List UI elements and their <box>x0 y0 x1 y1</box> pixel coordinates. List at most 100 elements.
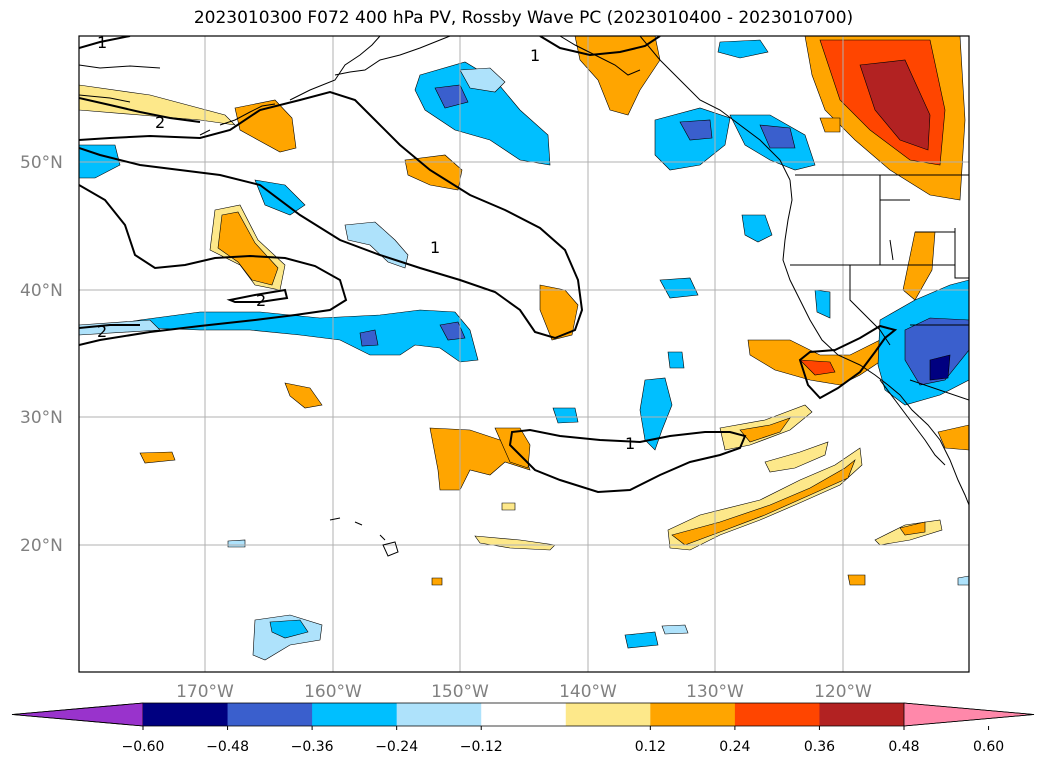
lon-label: 140°W <box>559 682 617 702</box>
lat-label: 20°N <box>20 536 63 556</box>
contour-line <box>508 428 747 494</box>
anomaly-region <box>759 124 796 149</box>
colorbar-extend-low <box>11 702 144 727</box>
anomaly-region <box>661 624 689 635</box>
colorbar: −0.60 −0.48 −0.36 −0.24 −0.12 0.12 0.24 0.36 0.4… <box>11 702 1035 755</box>
anomaly-region <box>859 59 931 151</box>
contour-label: 2 <box>256 291 266 310</box>
anomaly-region <box>739 417 791 443</box>
colorbar-segment <box>734 703 820 726</box>
anomaly-region <box>741 214 773 243</box>
baja-california <box>879 379 946 466</box>
contour-label: 1 <box>430 238 440 257</box>
positive-anomaly-regions <box>79 36 969 586</box>
anomaly-region <box>899 521 926 536</box>
lon-label: 160°W <box>304 682 362 702</box>
anomaly-region <box>764 441 829 473</box>
colorbar-label: 0.36 <box>804 739 835 755</box>
aleutian-islands <box>199 103 276 136</box>
colorbar-label: −0.48 <box>206 739 249 755</box>
anomaly-region <box>847 574 866 586</box>
anomaly-region <box>284 382 323 409</box>
lat-label: 30°N <box>20 408 63 428</box>
kuril-coast <box>79 64 161 103</box>
colorbar-segment <box>227 703 313 726</box>
anomaly-region <box>431 577 443 586</box>
lat-label: 40°N <box>20 281 63 301</box>
colorbar-label: −0.36 <box>291 739 334 755</box>
colorbar-label: 0.24 <box>719 739 750 755</box>
contour-labels: 1 1 1 1 2 2 2 <box>97 33 635 453</box>
anomaly-region <box>474 535 556 551</box>
anomaly-region <box>799 359 836 376</box>
contour-line <box>79 184 348 346</box>
colorbar-segment <box>565 703 651 726</box>
anomaly-region <box>344 221 409 269</box>
contour-line <box>79 36 131 49</box>
colorbar-segment <box>312 703 398 726</box>
contour-label: 1 <box>97 33 107 52</box>
anomaly-region <box>254 179 306 216</box>
lat-axis: 50°N 40°N 30°N 20°N <box>20 153 63 556</box>
map-frame <box>78 35 970 673</box>
contour-label: 2 <box>97 322 107 341</box>
colorbar-label: −0.60 <box>122 739 165 755</box>
map-title: 2023010300 F072 400 hPa PV, Rossby Wave … <box>193 8 854 28</box>
contour-line <box>79 324 140 329</box>
anomaly-region <box>659 277 699 299</box>
colorbar-segment <box>143 703 229 726</box>
anomaly-region <box>139 451 176 464</box>
anomaly-region <box>929 354 951 381</box>
lon-label: 130°W <box>686 682 744 702</box>
map-gridlines <box>79 36 969 672</box>
anomaly-region <box>639 377 673 451</box>
contour-line <box>226 288 289 303</box>
anomaly-region <box>717 39 769 59</box>
north-america-west-coast <box>782 179 969 506</box>
anomaly-region <box>624 631 659 649</box>
anomaly-region <box>957 575 969 586</box>
map-plot-area: 1 1 1 1 2 2 2 <box>79 33 969 672</box>
colorbar-segment <box>396 703 482 726</box>
colorbar-segment <box>650 703 736 726</box>
contour-label: 2 <box>155 113 165 132</box>
anomaly-region <box>667 351 685 369</box>
contour-label: 1 <box>530 46 540 65</box>
colorbar-segment <box>819 703 905 726</box>
hawaii-islands <box>329 517 399 557</box>
anomaly-region <box>814 289 831 319</box>
colorbar-extend-high <box>903 702 1035 727</box>
anomaly-region <box>937 424 969 451</box>
colorbar-label: −0.12 <box>460 739 503 755</box>
anomaly-region <box>671 459 856 546</box>
anomaly-region <box>79 84 236 126</box>
contour-line <box>79 90 584 340</box>
anomaly-region <box>679 119 713 141</box>
lat-label: 50°N <box>20 153 63 173</box>
contour-line <box>539 36 661 57</box>
lon-axis: 170°W 160°W 150°W 140°W 130°W 120°W <box>176 682 872 702</box>
anomaly-region <box>819 117 841 133</box>
contour-line <box>798 324 898 400</box>
contour-label: 1 <box>625 434 635 453</box>
lon-label: 150°W <box>431 682 489 702</box>
lon-label: 120°W <box>814 682 872 702</box>
anomaly-region <box>501 502 516 511</box>
anomaly-region <box>217 211 279 286</box>
colorbar-label: −0.24 <box>375 739 418 755</box>
anomaly-region <box>234 99 297 153</box>
anomaly-region <box>227 539 246 548</box>
pv-contours <box>79 36 898 494</box>
colorbar-label: 0.12 <box>635 739 666 755</box>
colorbar-label: 0.60 <box>973 739 1004 755</box>
anomaly-region <box>359 329 379 347</box>
anomaly-region <box>439 321 466 341</box>
anomaly-region <box>552 407 579 424</box>
us-state-borders <box>790 175 969 401</box>
lon-label: 170°W <box>176 682 234 702</box>
alaska-coast <box>289 36 791 181</box>
anomaly-region <box>269 619 309 639</box>
anomaly-region <box>459 67 506 93</box>
colorbar-segment <box>481 703 567 726</box>
